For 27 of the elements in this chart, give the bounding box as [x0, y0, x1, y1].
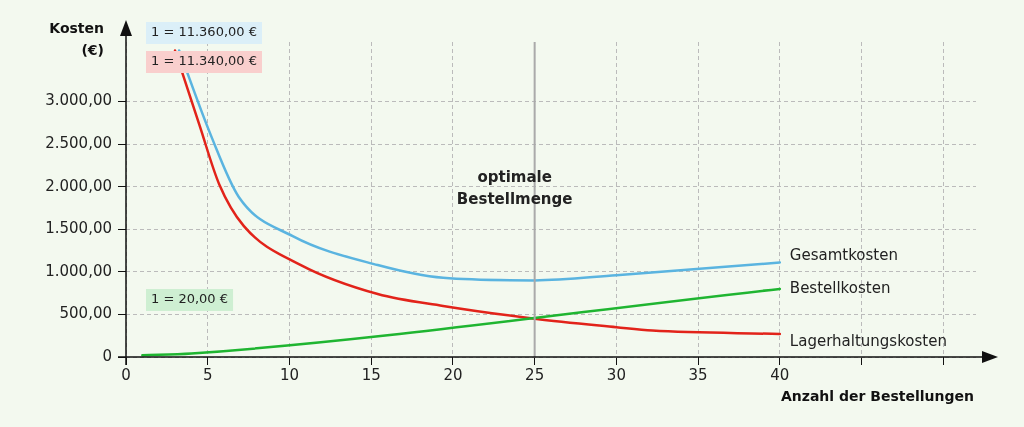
series-label: Gesamtkosten: [789, 246, 898, 265]
x-tick-label: 35: [688, 366, 708, 385]
annotation: 1 = 11.340,00 €: [151, 53, 257, 69]
annotation: 1 = 20,00 €: [151, 291, 229, 307]
x-tick-label: 0: [121, 366, 131, 385]
series-label: Lagerhaltungskosten: [789, 331, 947, 350]
x-tick-label: 40: [770, 366, 790, 385]
ref-line-label: optimale Bestellmenge: [456, 167, 573, 208]
x-tick-label: 20: [443, 366, 463, 385]
x-tick-label: 10: [279, 366, 300, 385]
y-tick-label: 500,00: [59, 304, 112, 323]
y-tick-label: 2.000,00: [45, 176, 112, 195]
line-series: [173, 49, 782, 336]
line-series: [177, 49, 782, 282]
x-tick-label: 25: [525, 366, 545, 385]
x-tick-label: 5: [202, 366, 213, 385]
y-tick-label: 1.000,00: [45, 261, 112, 280]
series-label: Bestellkosten: [789, 278, 891, 297]
y-tick-label: 1.500,00: [45, 219, 112, 238]
y-axis-title: Kosten (€): [49, 19, 104, 58]
y-tick-label: 3.000,00: [45, 91, 112, 110]
text: 1 = 11.360,00 €: [151, 24, 257, 40]
x-tick-label: 15: [361, 366, 381, 385]
y-tick-label: 2.500,00: [45, 134, 112, 153]
y-tick-label: 0: [102, 346, 112, 365]
x-axis-title: Anzahl der Bestellungen: [780, 387, 974, 404]
x-tick-label: 30: [606, 366, 626, 385]
